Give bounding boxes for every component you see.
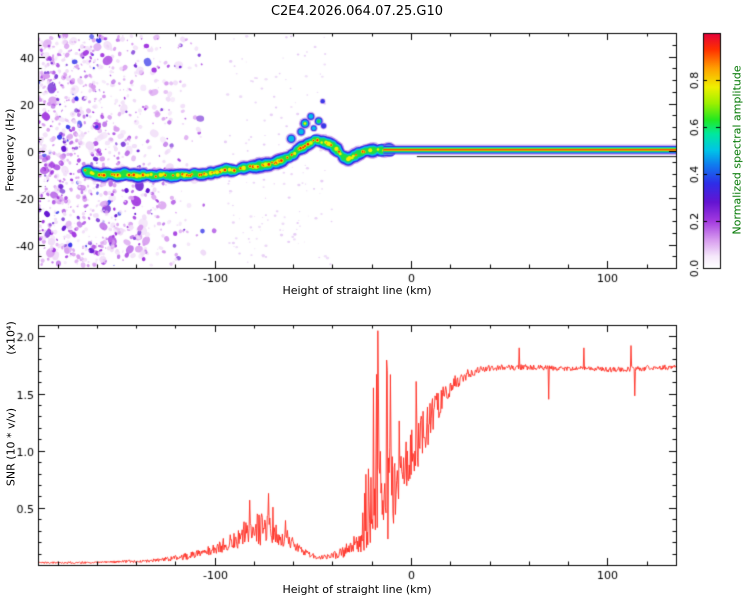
height-axis-label-bottom: Height of straight line (km) <box>282 583 432 596</box>
snr-axis-label: SNR (10 * v/v) <box>4 407 18 487</box>
colorbar-label: Normalized spectral amplitude <box>730 65 744 235</box>
height-axis-label-top: Height of straight line (km) <box>282 284 432 297</box>
figure-title: C2E4.2026.064.07.25.G10 <box>270 4 444 19</box>
frequency-axis-label: Frequency (Hz) <box>3 108 17 192</box>
snr-scale-label: (x10⁴) <box>4 321 18 355</box>
